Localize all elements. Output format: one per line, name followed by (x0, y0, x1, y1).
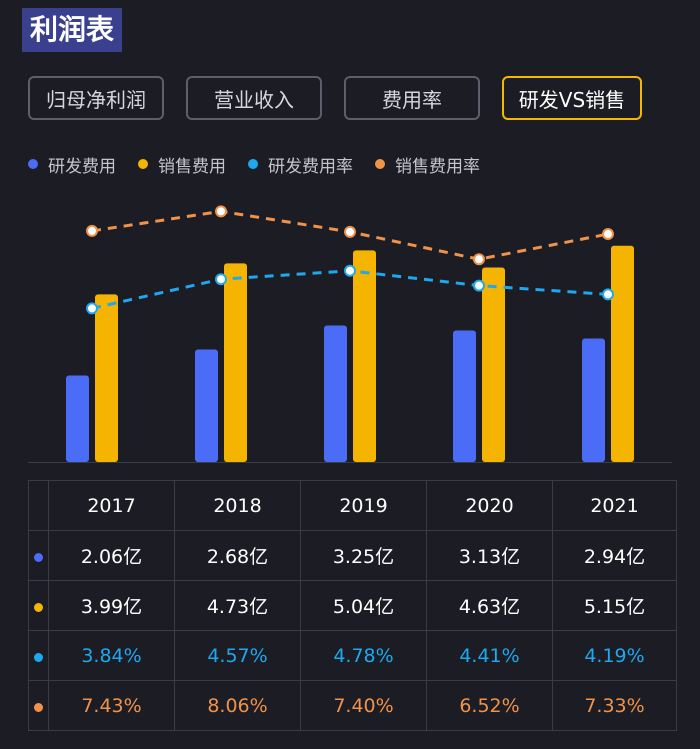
legend-label-rd: 研发费用 (48, 156, 116, 177)
legend-item-rd[interactable]: 研发费用 (28, 152, 116, 177)
bar-rd-2017 (66, 375, 89, 462)
table-cell: 3.13亿 (426, 530, 553, 581)
legend-label-sales-rate: 销售费用率 (395, 156, 480, 177)
row-marker (28, 580, 49, 631)
table-cell: 4.63亿 (426, 580, 553, 631)
bar-rd-2020 (453, 330, 476, 462)
table-cell: 4.41% (426, 630, 553, 681)
table-row-sales: 3.99亿 4.73亿 5.04亿 4.63亿 5.15亿 (28, 580, 677, 631)
table-header-cell: 2020 (426, 480, 553, 531)
data-table: 2017 2018 2019 2020 2021 2.06亿 2.68亿 3.2… (28, 480, 677, 731)
table-cell: 2.68亿 (174, 530, 301, 581)
table-cell: 4.19% (552, 630, 677, 681)
point-sales-rate-2018 (215, 205, 227, 218)
bar-sales-2017 (95, 294, 118, 462)
legend-dot-rd-rate (248, 159, 258, 169)
legend-dot-sales-rate (375, 159, 385, 169)
table-cell: 8.06% (174, 680, 301, 731)
point-sales-rate-2019 (344, 225, 356, 238)
bar-line-chart (28, 205, 672, 463)
row-dot-sales (34, 602, 43, 612)
table-cell: 7.43% (48, 680, 175, 731)
point-rd-rate-2020 (473, 279, 485, 292)
table-cell: 2.06亿 (48, 530, 175, 581)
bar-rd-2021 (582, 338, 605, 462)
table-cell: 3.25亿 (300, 530, 427, 581)
point-rd-rate-2017 (86, 302, 98, 315)
chart-legend: 研发费用 销售费用 研发费用率 销售费用率 (28, 152, 502, 177)
row-marker (28, 630, 49, 681)
table-row-sales-rate: 7.43% 8.06% 7.40% 6.52% 7.33% (28, 680, 677, 731)
table-row-rd: 2.06亿 2.68亿 3.25亿 3.13亿 2.94亿 (28, 530, 677, 581)
bar-sales-2019 (353, 250, 376, 462)
table-header-cell: 2019 (300, 480, 427, 531)
legend-dot-sales (138, 159, 148, 169)
table-cell: 7.40% (300, 680, 427, 731)
table-cell: 3.84% (48, 630, 175, 681)
table-header-cell: 2021 (552, 480, 677, 531)
table-corner-cell (28, 480, 49, 531)
bar-sales-2020 (482, 267, 505, 462)
point-sales-rate-2017 (86, 224, 98, 237)
table-cell: 4.78% (300, 630, 427, 681)
bar-sales-2021 (611, 245, 634, 462)
tab-expense-ratio[interactable]: 费用率 (344, 76, 480, 120)
table-cell: 7.33% (552, 680, 677, 731)
table-cell: 5.04亿 (300, 580, 427, 631)
table-cell: 6.52% (426, 680, 553, 731)
tab-rd-vs-sales[interactable]: 研发VS销售 (502, 76, 642, 120)
tab-revenue[interactable]: 营业收入 (186, 76, 322, 120)
tab-bar: 归母净利润 营业收入 费用率 研发VS销售 (28, 76, 648, 122)
tab-net-profit[interactable]: 归母净利润 (28, 76, 164, 120)
table-cell: 3.99亿 (48, 580, 175, 631)
row-marker (28, 530, 49, 581)
legend-item-rd-rate[interactable]: 研发费用率 (248, 152, 353, 177)
bar-rd-2018 (195, 349, 218, 462)
bar-rd-2019 (324, 325, 347, 462)
legend-item-sales[interactable]: 销售费用 (138, 152, 226, 177)
legend-item-sales-rate[interactable]: 销售费用率 (375, 152, 480, 177)
row-dot-rd (34, 552, 43, 562)
point-rd-rate-2019 (344, 264, 356, 277)
row-dot-rd-rate (34, 652, 43, 662)
page-title: 利润表 (22, 8, 123, 52)
row-dot-sales-rate (34, 702, 43, 712)
legend-dot-rd (28, 159, 38, 169)
point-rd-rate-2018 (215, 273, 227, 286)
table-header-cell: 2018 (174, 480, 301, 531)
table-row-rd-rate: 3.84% 4.57% 4.78% 4.41% 4.19% (28, 630, 677, 681)
point-sales-rate-2021 (602, 228, 614, 241)
bar-sales-2018 (224, 263, 247, 462)
table-header-row: 2017 2018 2019 2020 2021 (28, 480, 677, 531)
legend-label-rd-rate: 研发费用率 (268, 156, 353, 177)
point-sales-rate-2020 (473, 253, 485, 266)
point-rd-rate-2021 (602, 288, 614, 301)
legend-label-sales: 销售费用 (158, 156, 226, 177)
table-cell: 2.94亿 (552, 530, 677, 581)
table-cell: 5.15亿 (552, 580, 677, 631)
row-marker (28, 680, 49, 731)
table-cell: 4.57% (174, 630, 301, 681)
table-header-cell: 2017 (48, 480, 175, 531)
table-cell: 4.73亿 (174, 580, 301, 631)
